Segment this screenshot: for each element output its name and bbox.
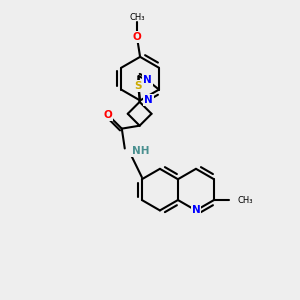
Text: N: N <box>192 206 200 215</box>
Text: CH₃: CH₃ <box>238 196 253 205</box>
Text: NH: NH <box>131 146 148 156</box>
Text: NH: NH <box>132 146 149 156</box>
Text: S: S <box>134 81 142 91</box>
Text: N: N <box>144 95 153 105</box>
Text: O: O <box>103 110 112 120</box>
Text: O: O <box>133 32 142 42</box>
Text: CH₃: CH₃ <box>129 13 145 22</box>
Text: N: N <box>143 75 152 85</box>
